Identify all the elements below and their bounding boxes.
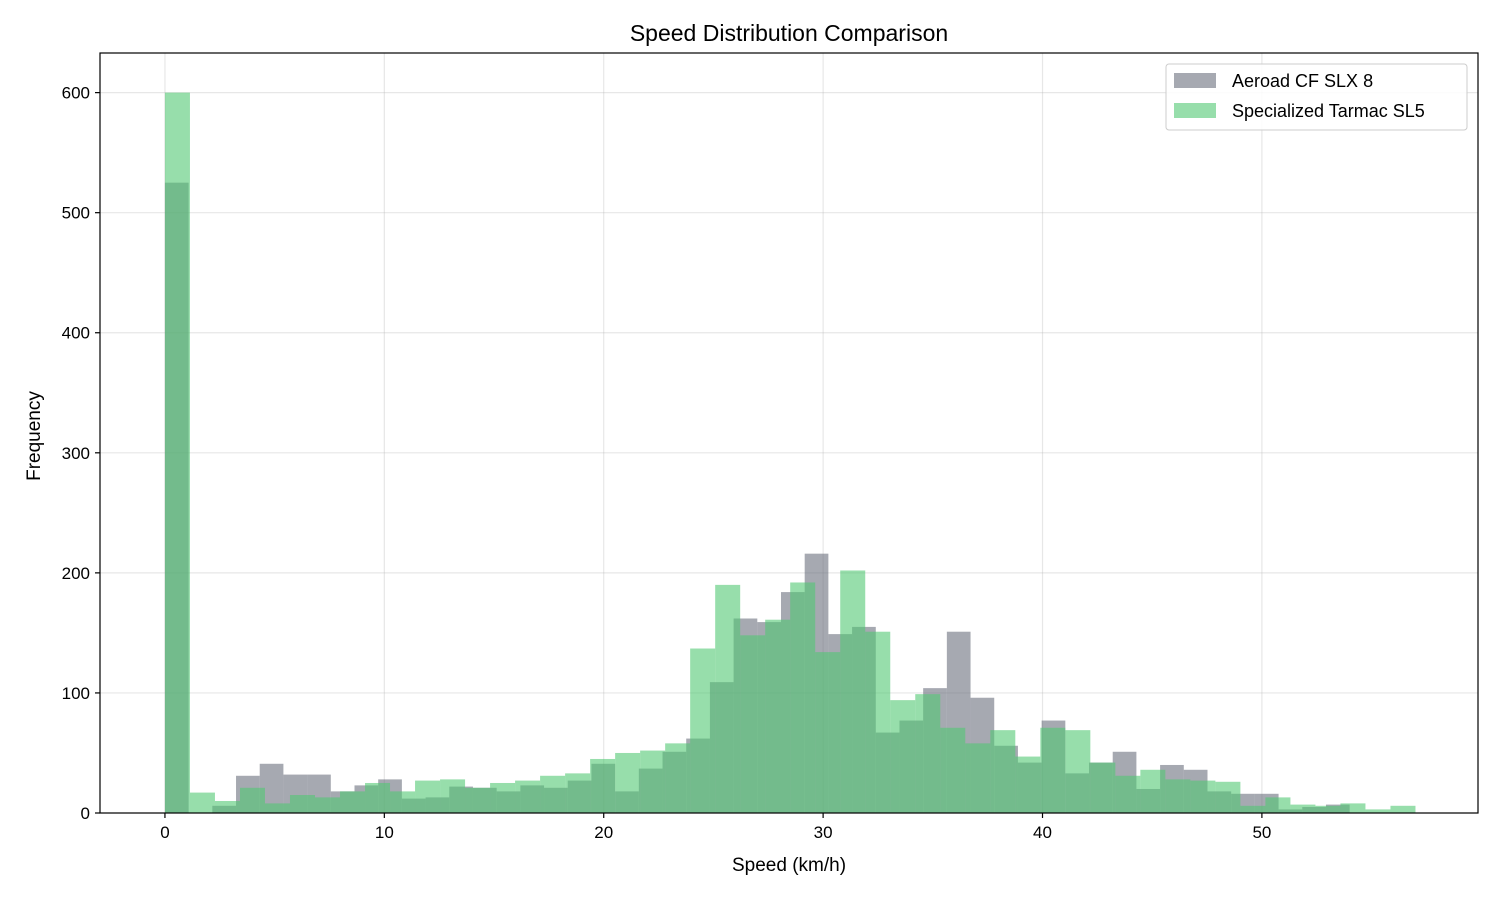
legend: Aeroad CF SLX 8 Specialized Tarmac SL5 bbox=[1165, 63, 1468, 131]
y-tick-label: 0 bbox=[81, 804, 90, 823]
bars bbox=[164, 92, 1416, 814]
bar-tarmac bbox=[239, 787, 265, 813]
x-axis-label: Speed (km/h) bbox=[732, 855, 846, 876]
bar-tarmac bbox=[540, 775, 566, 813]
bar-tarmac bbox=[590, 758, 616, 813]
bar-tarmac bbox=[1215, 781, 1241, 813]
bar-tarmac bbox=[565, 773, 591, 813]
bar-tarmac bbox=[1015, 756, 1041, 813]
bar-aeroad bbox=[259, 763, 284, 813]
y-tick-label: 600 bbox=[62, 84, 90, 103]
x-tick-label: 0 bbox=[160, 823, 169, 842]
bar-tarmac bbox=[189, 792, 215, 813]
y-tick-label: 200 bbox=[62, 564, 90, 583]
chart-title: Speed Distribution Comparison bbox=[630, 20, 948, 46]
bar-tarmac bbox=[890, 700, 916, 813]
x-tick-label: 40 bbox=[1033, 823, 1052, 842]
bar-tarmac bbox=[1340, 803, 1366, 813]
bar-tarmac bbox=[1265, 797, 1291, 813]
bar-tarmac bbox=[465, 787, 491, 813]
bar-tarmac bbox=[340, 791, 366, 813]
bar-tarmac bbox=[1040, 727, 1066, 813]
legend-label-tarmac: Specialized Tarmac SL5 bbox=[1232, 101, 1425, 121]
x-tick-label: 10 bbox=[375, 823, 394, 842]
bar-tarmac bbox=[840, 570, 866, 813]
y-tick-label: 300 bbox=[62, 444, 90, 463]
bar-tarmac bbox=[1240, 805, 1266, 813]
bar-tarmac bbox=[815, 652, 841, 813]
bar-tarmac bbox=[790, 582, 816, 813]
y-tick-label: 400 bbox=[62, 324, 90, 343]
bar-tarmac bbox=[740, 635, 766, 813]
bar-tarmac bbox=[1115, 775, 1141, 813]
bar-tarmac bbox=[690, 648, 716, 813]
x-tick-label: 20 bbox=[594, 823, 613, 842]
x-tick-label: 30 bbox=[814, 823, 833, 842]
y-tick-label: 100 bbox=[62, 684, 90, 703]
plot-frame bbox=[99, 52, 1479, 814]
bar-tarmac bbox=[1065, 730, 1091, 813]
bar-tarmac bbox=[264, 803, 290, 813]
y-tick-label: 500 bbox=[62, 204, 90, 223]
bar-tarmac bbox=[640, 750, 666, 813]
bar-tarmac bbox=[164, 92, 190, 813]
bar-tarmac bbox=[915, 694, 941, 813]
y-axis-label: Frequency bbox=[24, 391, 45, 481]
bar-tarmac bbox=[440, 779, 466, 813]
bar-tarmac bbox=[1290, 804, 1316, 813]
bar-tarmac bbox=[1315, 805, 1341, 813]
bar-tarmac bbox=[490, 782, 516, 813]
legend-label-aeroad: Aeroad CF SLX 8 bbox=[1232, 71, 1373, 91]
bar-tarmac bbox=[515, 780, 541, 813]
bar-tarmac bbox=[289, 794, 316, 813]
bar-tarmac bbox=[315, 797, 341, 813]
bar-tarmac bbox=[965, 743, 991, 813]
bar-tarmac bbox=[665, 743, 691, 813]
bar-tarmac bbox=[365, 782, 391, 813]
bar-tarmac bbox=[865, 631, 891, 813]
bar-tarmac bbox=[1365, 809, 1391, 813]
legend-swatch-tarmac bbox=[1174, 103, 1216, 118]
bar-tarmac bbox=[1165, 779, 1191, 813]
bar-tarmac bbox=[1190, 780, 1216, 813]
bar-tarmac bbox=[1140, 769, 1166, 813]
bar-tarmac bbox=[940, 727, 966, 813]
legend-swatch-aeroad bbox=[1174, 73, 1216, 88]
bar-tarmac bbox=[715, 584, 741, 813]
bar-tarmac bbox=[214, 800, 240, 813]
bar-tarmac bbox=[1390, 805, 1416, 813]
bar-tarmac bbox=[415, 780, 441, 813]
bar-tarmac bbox=[615, 752, 641, 813]
bar-tarmac bbox=[390, 791, 416, 813]
bar-tarmac bbox=[1090, 762, 1116, 813]
x-tick-label: 50 bbox=[1252, 823, 1271, 842]
bar-tarmac bbox=[765, 619, 791, 813]
legend-box bbox=[1165, 63, 1468, 131]
bar-tarmac bbox=[990, 730, 1016, 813]
